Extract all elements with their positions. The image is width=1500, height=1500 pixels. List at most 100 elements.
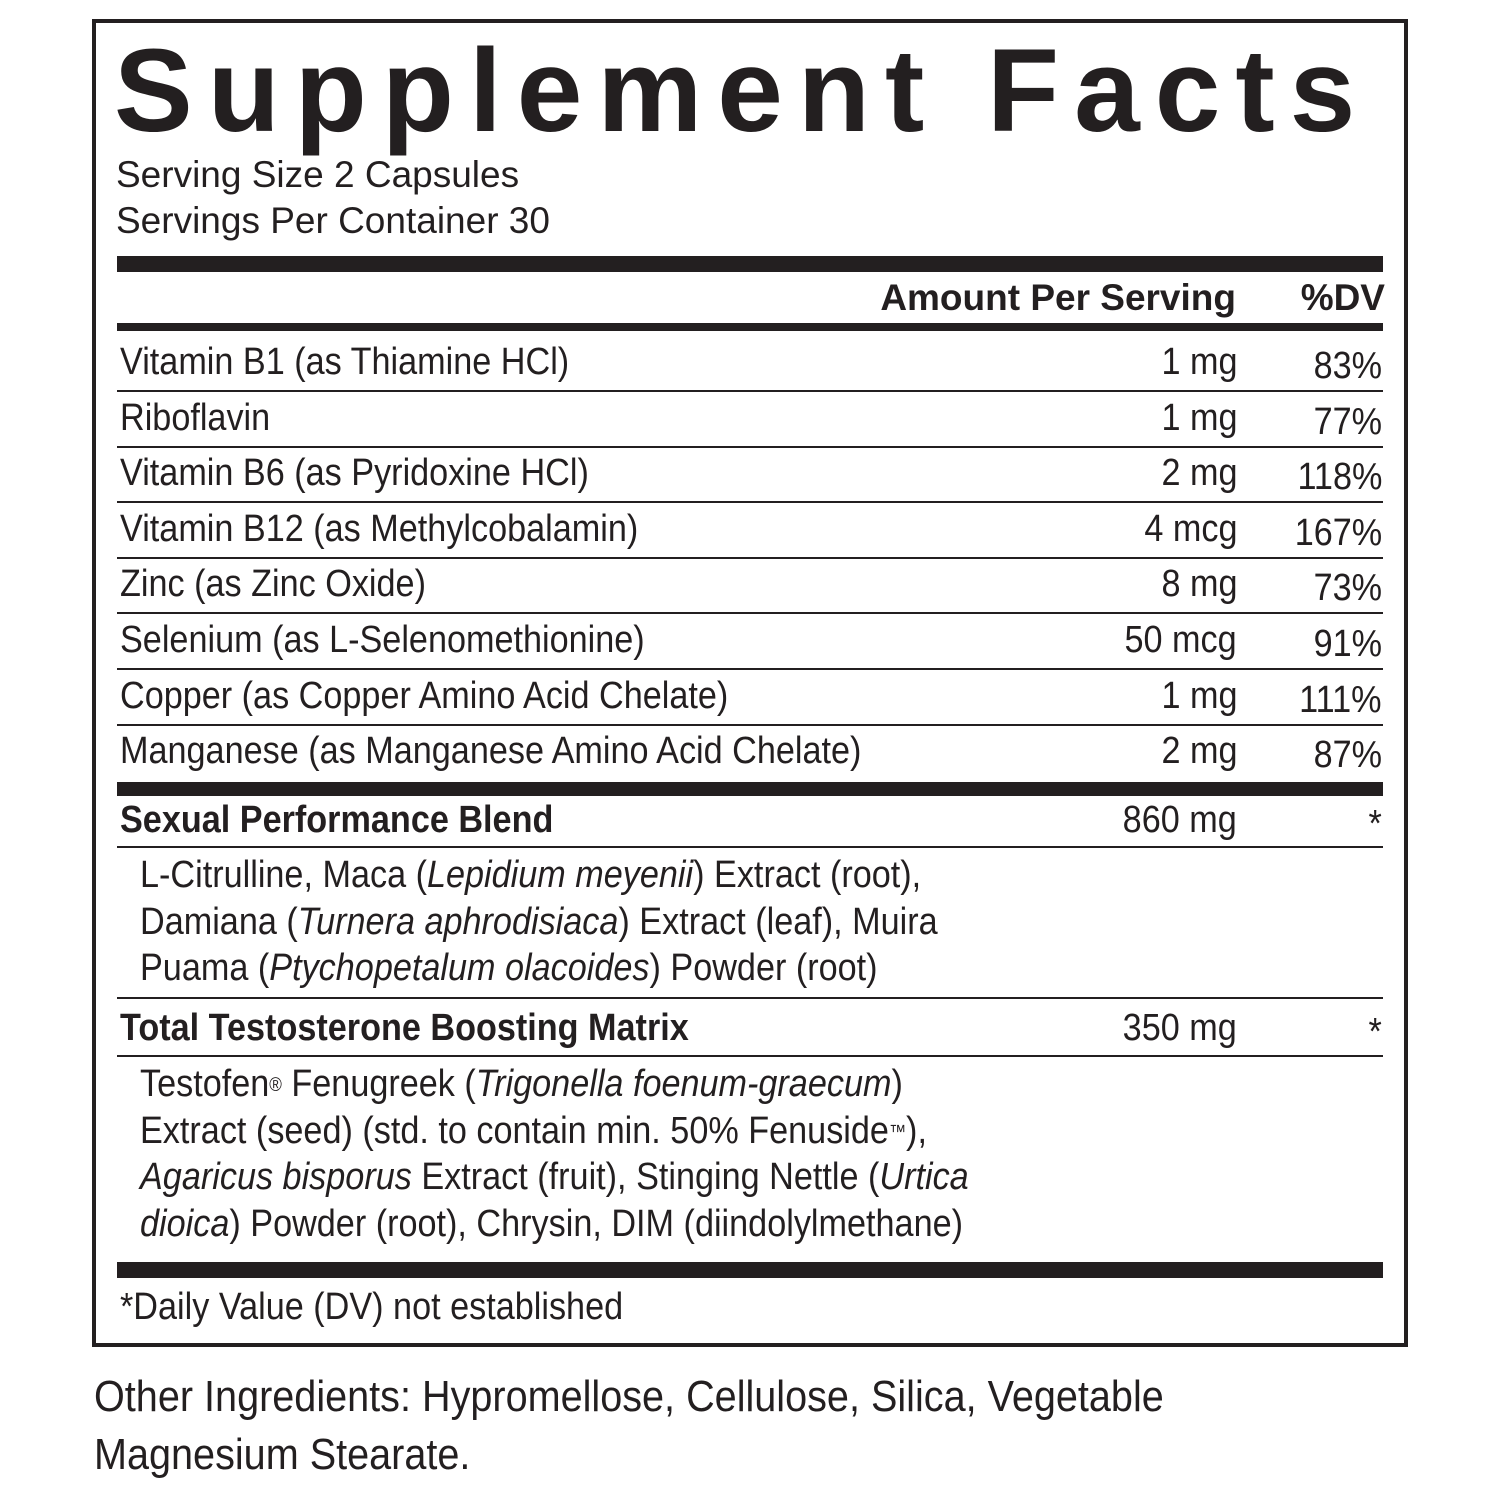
row-divider bbox=[117, 445, 1383, 448]
nutrient-dv: 83% bbox=[1306, 344, 1382, 388]
nutrient-name: Zinc (as Zinc Oxide) bbox=[120, 562, 460, 606]
nutrient-amount: 8 mg bbox=[1153, 562, 1237, 606]
servings-per-container: Servings Per Container 30 bbox=[116, 200, 550, 241]
ingredient-text: ) Powder (root) bbox=[649, 947, 878, 989]
ingredient-text: ) bbox=[891, 1063, 903, 1105]
nutrient-dv-text: 83% bbox=[1313, 345, 1382, 387]
latin-name: Lepidium meyenii bbox=[426, 854, 694, 896]
trademark-symbol: ™ bbox=[888, 1121, 907, 1143]
nutrient-dv-text: 118% bbox=[1297, 456, 1382, 499]
nutrient-dv: 167% bbox=[1285, 511, 1382, 555]
ingredient-line: dioica) Powder (root), Chrysin, DIM (dii… bbox=[140, 1201, 963, 1248]
nutrient-amount-text: 2 mg bbox=[1160, 730, 1237, 773]
row-divider bbox=[117, 612, 1383, 615]
nutrient-dv-text: 167% bbox=[1294, 511, 1382, 554]
nutrient-dv: 87% bbox=[1306, 733, 1382, 777]
row-divider bbox=[117, 556, 1383, 559]
footnote: *Daily Value (DV) not established bbox=[120, 1286, 624, 1328]
blend-amount: 350 mg bbox=[1110, 1006, 1237, 1050]
row-divider bbox=[117, 501, 1383, 504]
ingredient-text: Testofen bbox=[140, 1063, 270, 1105]
trademark-symbol: ® bbox=[269, 1075, 282, 1096]
nutrient-dv: 77% bbox=[1306, 400, 1382, 444]
nutrient-dv: 73% bbox=[1306, 566, 1382, 610]
blend-ingredients: Testofen® Fenugreek (Trigonella foenum-g… bbox=[140, 1061, 1040, 1247]
ingredient-text: ) Extract (leaf), Muira bbox=[618, 900, 938, 943]
row-divider bbox=[117, 846, 1383, 848]
blend-name-text: Sexual Performance Blend bbox=[120, 799, 554, 841]
latin-name: Turnera aphrodisiaca bbox=[297, 900, 619, 943]
blend-ingredients: L-Citrulline, Maca (Lepidium meyenii) Ex… bbox=[140, 852, 1040, 992]
latin-name: Agaricus bisporus bbox=[140, 1156, 412, 1198]
thick-divider bbox=[117, 256, 1383, 272]
nutrient-name-text: Vitamin B12 (as Methylcobalamin) bbox=[120, 507, 639, 550]
latin-name: Trigonella foenum-graecum bbox=[475, 1063, 892, 1105]
other-ingredients-line-1: Other Ingredients: Hypromellose, Cellulo… bbox=[94, 1372, 1164, 1421]
serving-size: Serving Size 2 Capsules bbox=[116, 154, 520, 195]
nutrient-amount-text: 1 mg bbox=[1160, 396, 1237, 439]
thick-divider bbox=[117, 1262, 1383, 1278]
nutrient-dv-text: 87% bbox=[1313, 734, 1382, 777]
nutrient-name: Vitamin B12 (as Methylcobalamin) bbox=[120, 507, 696, 551]
latin-name: Urtica bbox=[879, 1156, 969, 1198]
ingredient-line: Extract (seed) (std. to contain min. 50%… bbox=[140, 1108, 950, 1155]
nutrient-dv-text: 77% bbox=[1313, 400, 1382, 443]
nutrient-amount: 1 mg bbox=[1153, 340, 1237, 384]
medium-divider bbox=[117, 323, 1383, 331]
nutrient-name-text: Manganese (as Manganese Amino Acid Chela… bbox=[120, 730, 862, 773]
row-divider bbox=[117, 390, 1383, 392]
nutrient-amount-text: 4 mcg bbox=[1143, 507, 1237, 550]
nutrient-name: Copper (as Copper Amino Acid Chelate) bbox=[120, 674, 796, 718]
row-divider bbox=[117, 668, 1383, 670]
supplement-facts-panel bbox=[92, 19, 1408, 1347]
blend-dv-text: * bbox=[1368, 1011, 1382, 1053]
nutrient-name: Vitamin B1 (as Thiamine HCl) bbox=[120, 340, 619, 384]
nutrient-name-text: Vitamin B6 (as Pyridoxine HCl) bbox=[120, 452, 589, 495]
nutrient-name-text: Vitamin B1 (as Thiamine HCl) bbox=[120, 341, 570, 383]
nutrient-amount: 50 mcg bbox=[1112, 618, 1237, 662]
nutrient-dv-text: 73% bbox=[1313, 567, 1382, 610]
blend-amount-text: 860 mg bbox=[1122, 799, 1237, 841]
nutrient-amount: 2 mg bbox=[1153, 451, 1237, 495]
nutrient-name-text: Zinc (as Zinc Oxide) bbox=[120, 563, 426, 606]
blend-dv: * bbox=[1367, 1010, 1382, 1054]
row-divider bbox=[117, 997, 1383, 999]
nutrient-name-text: Riboflavin bbox=[120, 396, 271, 439]
blend-dv-text: * bbox=[1368, 803, 1382, 845]
nutrient-amount: 2 mg bbox=[1153, 729, 1237, 773]
ingredient-text: Extract (fruit), Stinging Nettle ( bbox=[411, 1156, 880, 1198]
ingredient-line: L-Citrulline, Maca (Lepidium meyenii) Ex… bbox=[140, 852, 950, 899]
ingredient-text: Damiana ( bbox=[140, 900, 298, 943]
nutrient-name: Manganese (as Manganese Amino Acid Chela… bbox=[120, 729, 944, 773]
ingredient-text: ), bbox=[906, 1109, 927, 1152]
latin-name: Ptychopetalum olacoides bbox=[269, 947, 650, 989]
amount-per-serving-header: Amount Per Serving bbox=[880, 277, 1236, 318]
nutrient-name-text: Selenium (as L-Selenomethionine) bbox=[120, 619, 645, 661]
blend-name-text: Total Testosterone Boosting Matrix bbox=[120, 1007, 689, 1049]
blend-amount-text: 350 mg bbox=[1122, 1007, 1237, 1049]
nutrient-dv-text: 91% bbox=[1313, 623, 1382, 665]
nutrient-dv: 91% bbox=[1306, 622, 1382, 666]
nutrient-amount-text: 2 mg bbox=[1160, 452, 1237, 495]
nutrient-name-text: Copper (as Copper Amino Acid Chelate) bbox=[120, 674, 729, 717]
ingredient-text: ) Powder (root), Chrysin, DIM (diindolyl… bbox=[229, 1202, 964, 1245]
nutrient-dv: 111% bbox=[1290, 678, 1382, 722]
ingredient-line: Testofen® Fenugreek (Trigonella foenum-g… bbox=[140, 1061, 950, 1108]
nutrient-dv-text: 111% bbox=[1299, 678, 1382, 721]
latin-name: dioica bbox=[140, 1202, 230, 1245]
ingredient-text: Puama ( bbox=[140, 947, 270, 989]
dv-header: %DV bbox=[1300, 277, 1385, 318]
row-divider bbox=[117, 723, 1383, 726]
nutrient-amount-text: 1 mg bbox=[1160, 341, 1237, 383]
nutrient-name: Riboflavin bbox=[120, 396, 287, 440]
blend-name: Total Testosterone Boosting Matrix bbox=[120, 1006, 752, 1050]
nutrient-name: Selenium (as L-Selenomethionine) bbox=[120, 618, 703, 662]
ingredient-line: Agaricus bisporus Extract (fruit), Sting… bbox=[140, 1154, 969, 1201]
ingredient-text: ) Extract (root), bbox=[693, 854, 922, 896]
ingredient-text: Fenugreek ( bbox=[281, 1063, 476, 1105]
nutrient-amount-text: 50 mcg bbox=[1124, 619, 1237, 661]
ingredient-line: Damiana (Turnera aphrodisiaca) Extract (… bbox=[140, 899, 950, 946]
thick-divider bbox=[117, 782, 1383, 796]
ingredient-line: Puama (Ptychopetalum olacoides) Powder (… bbox=[140, 945, 950, 992]
nutrient-name: Vitamin B6 (as Pyridoxine HCl) bbox=[120, 451, 641, 495]
